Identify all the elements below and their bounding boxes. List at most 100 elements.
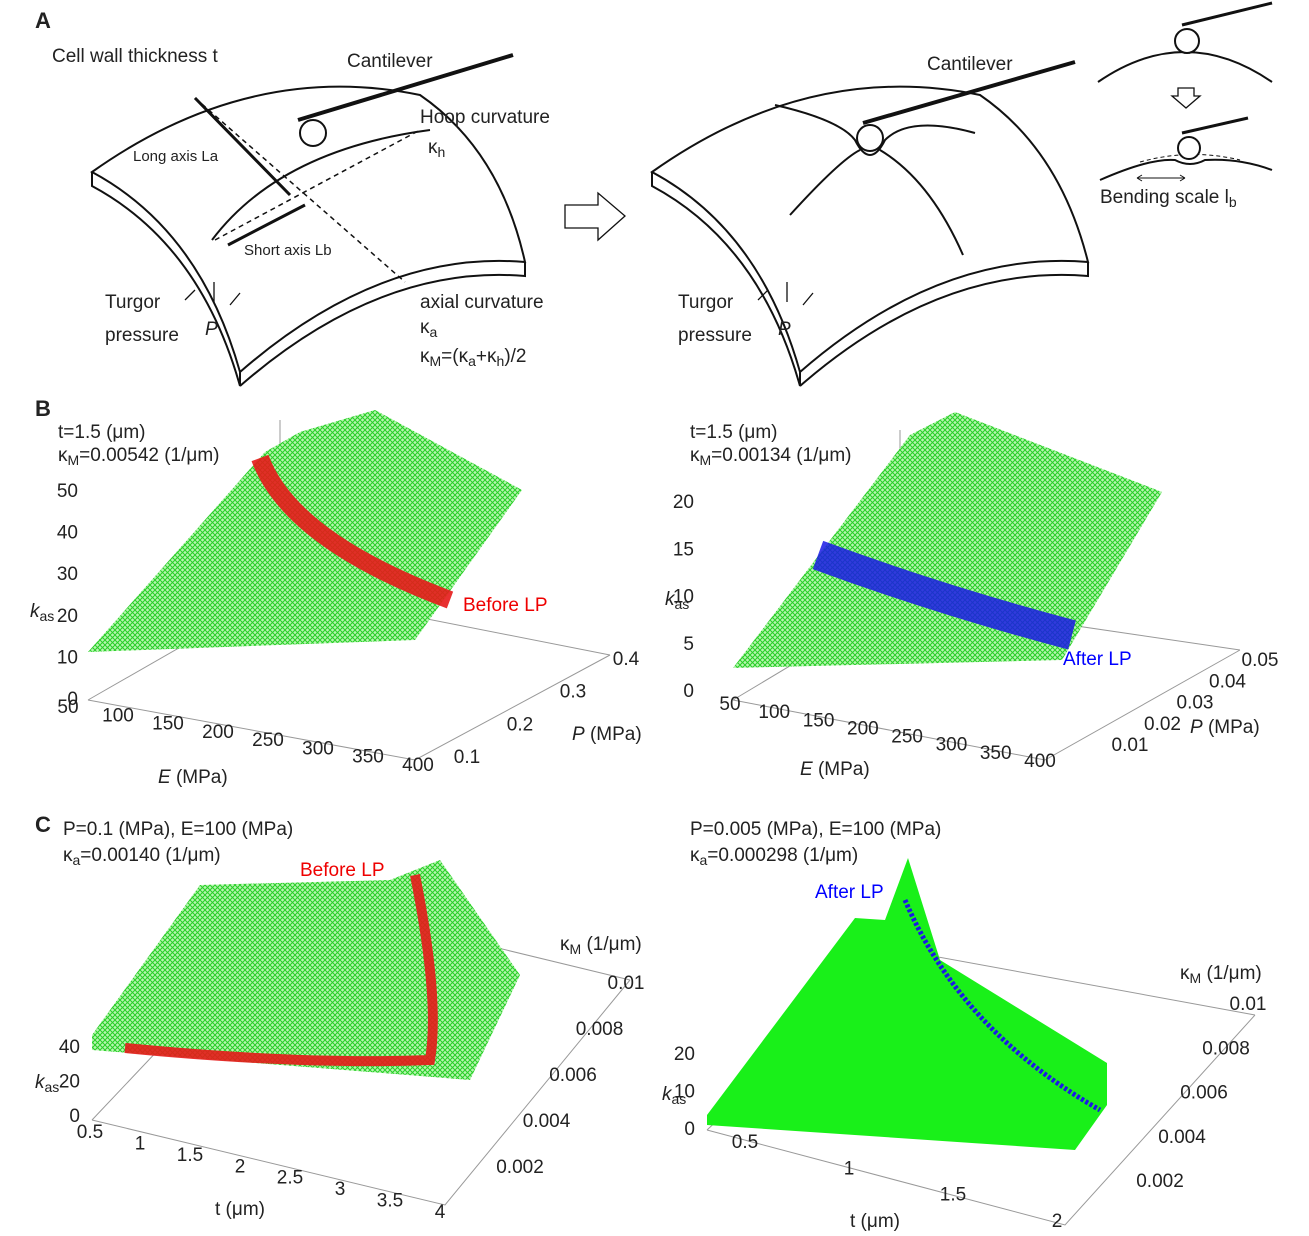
tick-label: 150 — [803, 710, 835, 731]
diagram-label: Turgor — [678, 292, 734, 313]
tick-label: 15 — [673, 539, 694, 560]
tick-label: 0 — [684, 1119, 695, 1140]
tick-label: 0.01 — [608, 973, 645, 994]
axis-label: κM=0.00542 (1/μm) — [58, 445, 220, 468]
tick-label: 200 — [202, 722, 234, 743]
tick-label: 0.008 — [576, 1019, 624, 1040]
tick-label: 3 — [335, 1179, 346, 1200]
tick-label: 20 — [674, 1044, 695, 1065]
tick-label: 0.02 — [1144, 714, 1181, 735]
panel-label: B — [35, 396, 51, 421]
figure: A Cell wall thickness t Cantilever Hoop … — [0, 0, 1309, 1236]
tick-label: 0.04 — [1209, 671, 1246, 692]
tick-label: 50 — [57, 481, 78, 502]
axis-label: E (MPa) — [800, 759, 870, 780]
diagram-label: Bending scale lb — [1100, 187, 1237, 210]
tick-label: 150 — [152, 714, 184, 735]
axis-label: E (MPa) — [158, 767, 228, 788]
tick-label: 0.03 — [1177, 693, 1214, 714]
tick-label: 10 — [57, 647, 78, 668]
tick-label: 300 — [936, 735, 968, 756]
diagram-label: κh — [428, 137, 445, 160]
tick-label: 3.5 — [377, 1191, 403, 1212]
tick-label: 250 — [252, 730, 284, 751]
tick-label: 0 — [683, 681, 694, 702]
tick-label: 4 — [435, 1202, 446, 1223]
axis-label: P (MPa) — [572, 724, 642, 745]
tick-label: 1 — [135, 1133, 146, 1154]
band-label: After LP — [815, 882, 884, 903]
tick-label: 100 — [102, 705, 134, 726]
axis-label: t (μm) — [215, 1199, 265, 1220]
diagram-label: Cell wall thickness t — [52, 46, 218, 67]
plot-c-left — [92, 860, 630, 1205]
band-label: Before LP — [300, 860, 385, 881]
diagram-label: Cantilever — [927, 54, 1013, 75]
annotation: P=0.1 (MPa), E=100 (MPa) — [63, 819, 293, 840]
annotation: t=1.5 (μm) — [690, 422, 778, 443]
diagram-label: Turgor — [105, 292, 161, 313]
tick-label: 350 — [980, 743, 1012, 764]
diagram-label: axial curvature — [420, 292, 544, 313]
tick-label: 0.006 — [549, 1065, 597, 1086]
axis-label: κa=0.00140 (1/μm) — [63, 845, 221, 868]
diagram-label: Short axis Lb — [244, 242, 332, 259]
panel-label: A — [35, 8, 51, 33]
tick-label: 1 — [844, 1158, 855, 1179]
diagram-label: Cantilever — [347, 51, 433, 72]
diagram-label: κa — [420, 317, 438, 340]
tick-label: 0.5 — [732, 1132, 758, 1153]
tick-label: 1.5 — [940, 1185, 966, 1206]
axis-label: κM (1/μm) — [1180, 963, 1262, 986]
tick-label: 5 — [683, 634, 694, 655]
band-label: Before LP — [463, 595, 548, 616]
tick-label: 0.01 — [1112, 735, 1149, 756]
diagram-label: pressure — [678, 325, 752, 346]
tick-label: 200 — [847, 718, 879, 739]
formula: κM=(κa+κh)/2 — [420, 346, 527, 369]
axis-label: t (μm) — [850, 1211, 900, 1232]
tick-label: 0.01 — [1230, 994, 1267, 1015]
tick-label: 0.2 — [507, 714, 533, 735]
tick-label: 0.008 — [1202, 1038, 1250, 1059]
tick-label: 20 — [57, 606, 78, 627]
tick-label: 0.002 — [496, 1157, 544, 1178]
axis-label: κa=0.000298 (1/μm) — [690, 845, 858, 868]
diagram-label: Hoop curvature — [420, 107, 550, 128]
process-arrow — [565, 193, 625, 240]
tick-label: 0.004 — [523, 1111, 571, 1132]
tick-label: 350 — [352, 747, 384, 768]
tick-label: 40 — [59, 1037, 80, 1058]
tick-label: 1.5 — [177, 1145, 203, 1166]
diagram-label: pressure — [105, 325, 179, 346]
diagram-label: P — [205, 319, 218, 340]
tick-label: 100 — [758, 702, 790, 723]
tick-label: 0.05 — [1242, 650, 1279, 671]
annotation: t=1.5 (μm) — [58, 422, 146, 443]
tick-label: 30 — [57, 564, 78, 585]
band-label: After LP — [1063, 649, 1132, 670]
tick-label: 0.004 — [1158, 1127, 1206, 1148]
axis-label: P (MPa) — [1190, 717, 1260, 738]
tick-label: 20 — [673, 492, 694, 513]
plot-c-right — [707, 858, 1255, 1225]
axis-label: kas — [30, 601, 54, 624]
tick-label: 2 — [1052, 1211, 1063, 1232]
tick-label: 50 — [719, 694, 740, 715]
axis-label: κM (1/μm) — [560, 934, 642, 957]
tick-label: 0.3 — [560, 682, 586, 703]
tick-label: 0.006 — [1180, 1083, 1228, 1104]
tick-label: 2 — [235, 1156, 246, 1177]
tick-label: 0.002 — [1136, 1171, 1184, 1192]
tick-label: 400 — [402, 755, 434, 776]
diagram-label: P — [778, 319, 791, 340]
tick-label: 0.5 — [77, 1122, 103, 1143]
tick-label: 40 — [57, 523, 78, 544]
tick-label: 400 — [1024, 751, 1056, 772]
axis-label: kas — [35, 1072, 59, 1095]
tick-label: 20 — [59, 1072, 80, 1093]
tick-label: 300 — [302, 738, 334, 759]
axis-label: κM=0.00134 (1/μm) — [690, 445, 852, 468]
panel-label: C — [35, 812, 51, 837]
tick-label: 0.1 — [454, 747, 480, 768]
